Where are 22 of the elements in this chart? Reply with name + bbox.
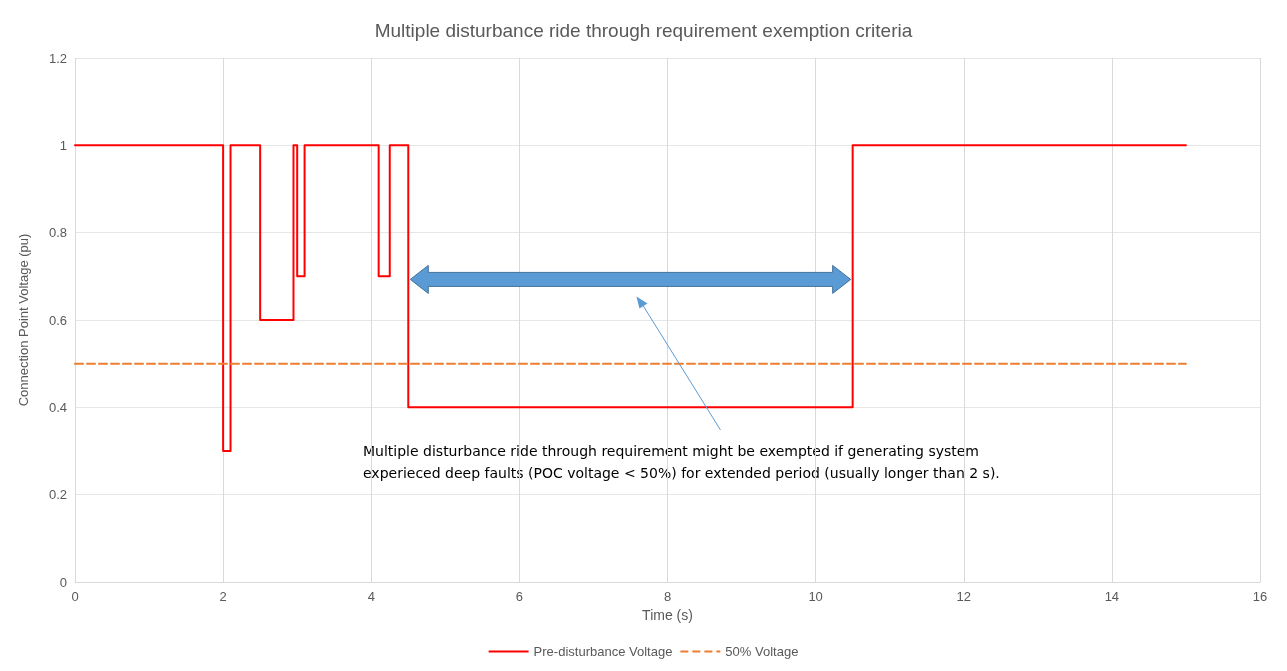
x-tick-label: 14 (1104, 589, 1120, 604)
x-tick-label: 16 (1252, 589, 1268, 604)
y-tick-label: 1.2 (48, 50, 67, 66)
legend-label: Pre-disturbance Voltage (533, 644, 673, 659)
x-tick-label: 4 (367, 589, 375, 604)
x-tick-label: 6 (515, 589, 523, 604)
y-tick-label: 0.2 (48, 487, 67, 503)
y-tick-label: 1 (59, 137, 67, 153)
y-axis-title: Connection Point Voltage (pu) (16, 233, 31, 407)
x-tick-label: 10 (808, 589, 823, 604)
chart-title: Multiple disturbance ride through requirement exemption criteria (374, 20, 913, 41)
y-tick-label: 0 (59, 574, 67, 590)
y-tick-label: 0.6 (48, 312, 67, 328)
y-tick-label: 0.8 (48, 225, 67, 241)
annotation: Multiple disturbance ride through requirement might be exempted if generating system experieced deep faults (POC voltage < 50%) for extended period (usually longer than 2 s). (363, 443, 1000, 481)
legend-label: 50% Voltage (725, 644, 799, 659)
y-tick-label: 0.4 (48, 399, 67, 415)
x-tick-label: 12 (956, 589, 971, 604)
x-tick-label: 0 (71, 589, 79, 604)
x-tick-label: 2 (219, 589, 227, 604)
x-tick-label: 8 (663, 589, 672, 604)
x-axis-title: Time (s) (642, 606, 693, 623)
